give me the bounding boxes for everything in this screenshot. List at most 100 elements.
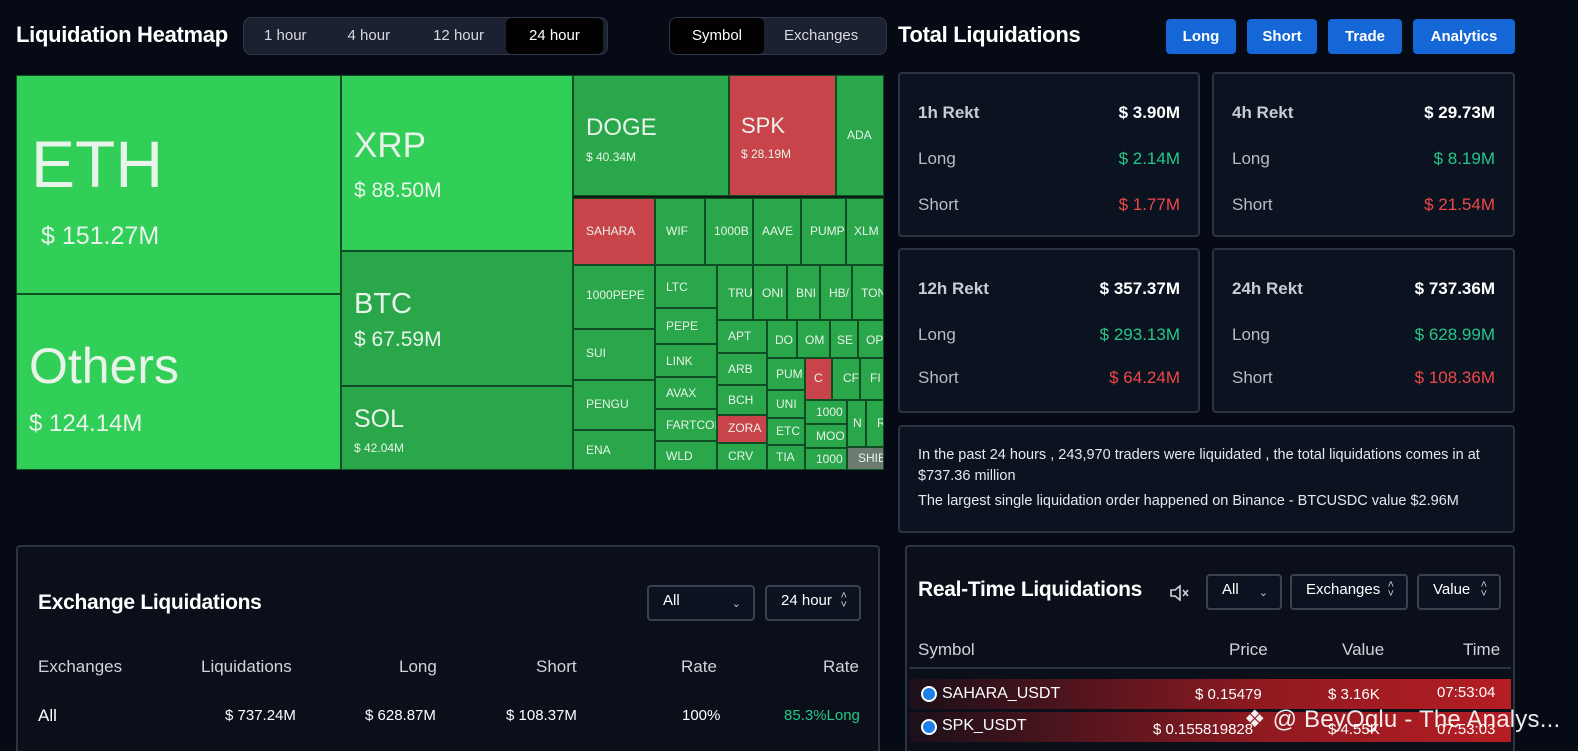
rekt-label: 1h Rekt	[918, 103, 980, 122]
tile-bnb[interactable]: BNI	[787, 265, 820, 320]
tile-arb[interactable]: ARB	[717, 353, 767, 385]
timeframe-4h[interactable]: 4 hour	[347, 27, 391, 44]
timeframe-12h[interactable]: 12 hour	[433, 27, 484, 44]
tile-cf[interactable]: CF	[832, 358, 860, 400]
tile-sahara[interactable]: SAHARA	[573, 198, 655, 265]
short-label: Short	[1232, 368, 1273, 387]
view-exchanges[interactable]: Exchanges	[784, 27, 859, 44]
tile-xrp[interactable]: XRP $ 88.50M	[341, 75, 573, 251]
tile-wld[interactable]: WLD	[655, 441, 717, 470]
tile-uni[interactable]: UNI	[767, 390, 805, 418]
tile-fartcoin[interactable]: FARTCOI	[655, 409, 717, 441]
rekt-total: $ 3.90M	[1118, 103, 1180, 122]
realtime-filter-all[interactable]: All ⌄	[1206, 574, 1282, 610]
tile-doge[interactable]: DOGE $ 40.34M	[573, 75, 729, 196]
col-header-short: Short	[536, 657, 577, 676]
realtime-liquidations-panel: Real-Time Liquidations All ⌄ Exchanges ˄…	[905, 545, 1515, 751]
tile-wif[interactable]: WIF	[655, 198, 705, 265]
tile-name: Others	[29, 338, 180, 394]
table-row[interactable]: SAHARA_USDT $ 0.15479 $ 3.16K 07:53:04	[909, 679, 1511, 709]
long-label: Long	[1232, 149, 1270, 168]
tile-dot[interactable]: DO	[767, 320, 797, 358]
chevron-down-icon: ⌄	[731, 598, 741, 610]
tile-name: 1000PEPE	[586, 288, 645, 302]
tile-etc[interactable]: ETC	[767, 418, 805, 445]
tile-name: DO	[775, 333, 793, 347]
tile-ond[interactable]: ONI	[753, 265, 787, 320]
short-button[interactable]: Short	[1247, 19, 1317, 54]
rekt-card-12h: 12h Rekt $ 357.37M Long $ 293.13M Short $ 6…	[898, 248, 1200, 413]
tile-r[interactable]: R	[866, 400, 884, 447]
tile-pump[interactable]: PUMP	[801, 198, 846, 265]
tile-apt[interactable]: APT	[717, 320, 767, 353]
analytics-button[interactable]: Analytics	[1413, 19, 1515, 54]
realtime-filter-value[interactable]: Value ˄ ˅	[1417, 574, 1501, 610]
mute-icon[interactable]	[1169, 583, 1191, 603]
realtime-filter-exchanges[interactable]: Exchanges ˄ ˅	[1290, 574, 1408, 610]
timeframe-1h[interactable]: 1 hour	[264, 27, 307, 44]
tile-pum[interactable]: PUM	[767, 358, 805, 390]
short-value: $ 108.36M	[1414, 368, 1495, 387]
trade-button[interactable]: Trade	[1328, 19, 1402, 54]
tile-crv[interactable]: CRV	[717, 443, 767, 470]
tile-c[interactable]: C	[805, 358, 832, 400]
tile-spk[interactable]: SPK $ 28.19M	[729, 75, 836, 196]
cell-liquidations: $ 737.24M	[225, 707, 296, 724]
exchange-filter-value: All	[663, 592, 680, 609]
rekt-total: $ 29.73M	[1424, 103, 1495, 122]
exchange-filter-select[interactable]: All ⌄	[647, 585, 755, 621]
tile-pepe[interactable]: PEPE	[655, 308, 717, 344]
long-button[interactable]: Long	[1166, 19, 1236, 54]
tile-1000b[interactable]: 1000B	[705, 198, 753, 265]
tile-xlm[interactable]: XLM	[846, 198, 884, 265]
tile-tia[interactable]: TIA	[767, 445, 805, 470]
tile-ada[interactable]: ADA	[836, 75, 884, 196]
tile-1000pepe[interactable]: 1000PEPE	[573, 265, 655, 329]
summary-line-2: The largest single liquidation order hap…	[918, 493, 1459, 509]
rekt-total: $ 357.37M	[1099, 279, 1180, 298]
tile-ltc[interactable]: LTC	[655, 265, 717, 308]
tile-name: AAVE	[762, 224, 794, 238]
tile-name: CF	[843, 371, 859, 385]
col-header-rate-2: Rate	[823, 657, 859, 676]
exchange-timeframe-select[interactable]: 24 hour ˄ ˅	[765, 585, 861, 621]
tile-hb[interactable]: HB/	[820, 265, 852, 320]
exchange-logo-icon	[921, 686, 937, 702]
tile-1000[interactable]: 1000	[805, 400, 847, 424]
tile-pengu[interactable]: PENGU	[573, 380, 655, 430]
tile-moo[interactable]: MOO	[805, 424, 847, 448]
tile-zora[interactable]: ZORA	[717, 415, 767, 443]
tile-link[interactable]: LINK	[655, 344, 717, 377]
tile-name: ETH	[31, 127, 163, 201]
tile-name: XLM	[854, 224, 879, 238]
tile-bch[interactable]: BCH	[717, 385, 767, 415]
tile-others[interactable]: Others $ 124.14M	[16, 294, 341, 470]
table-row[interactable]: SPK_USDT $ 0.155819828 $ 4.55K 07:53:03	[909, 712, 1511, 742]
tile-name: SAHARA	[586, 224, 636, 238]
tile-name: PUM	[776, 367, 803, 381]
tile-avax[interactable]: AVAX	[655, 377, 717, 409]
tile-tru[interactable]: TRU	[717, 265, 753, 320]
tile-op[interactable]: OP	[858, 320, 884, 358]
tile-shib[interactable]: SHIB	[847, 447, 884, 470]
tile-btc[interactable]: BTC $ 67.59M	[341, 251, 573, 386]
tile-ena[interactable]: ENA	[573, 430, 655, 470]
cell-symbol: SAHARA_USDT	[942, 685, 1061, 702]
tile-eth[interactable]: ETH $ 151.27M	[16, 75, 341, 294]
tile-sei[interactable]: SE	[830, 320, 858, 358]
tile-n[interactable]: N	[847, 400, 866, 447]
tile-fi[interactable]: FI	[860, 358, 884, 400]
tile-name: UNI	[776, 397, 797, 411]
tile-aave[interactable]: AAVE	[753, 198, 801, 265]
long-label: Long	[918, 149, 956, 168]
tile-sol[interactable]: SOL $ 42.04M	[341, 386, 573, 470]
timeframe-24h[interactable]: 24 hour	[505, 18, 603, 54]
view-symbol[interactable]: Symbol	[670, 18, 765, 54]
cell-short: $ 108.37M	[506, 707, 577, 724]
tile-name: TIA	[776, 450, 795, 464]
tile-1000b2[interactable]: 1000	[805, 448, 847, 470]
tile-sui[interactable]: SUI	[573, 329, 655, 380]
tile-om[interactable]: OM	[797, 320, 830, 358]
tile-ton[interactable]: TON	[852, 265, 884, 320]
tile-name: CRV	[728, 449, 754, 463]
